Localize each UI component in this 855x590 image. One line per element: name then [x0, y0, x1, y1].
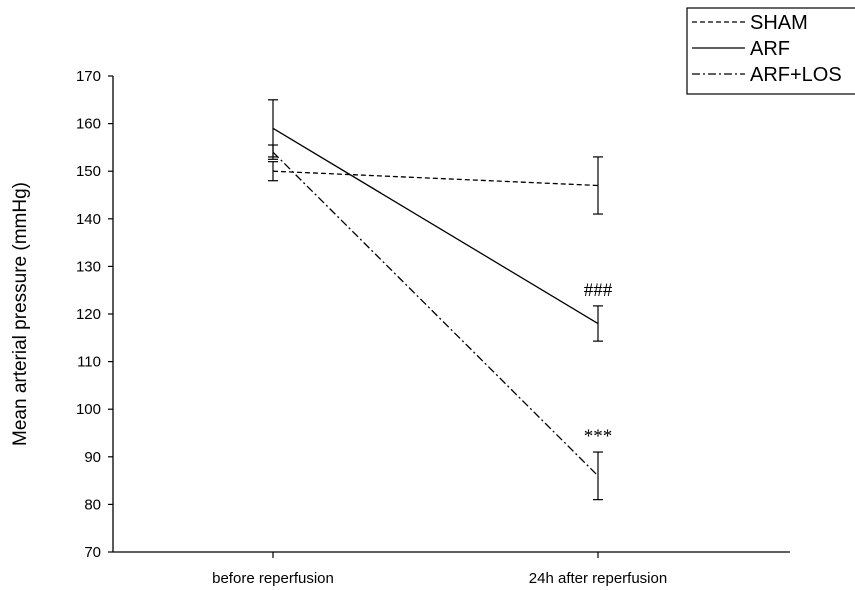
series-line-arf-los	[272, 151, 599, 477]
y-tick-label: 90	[84, 449, 101, 466]
y-tick-label: 150	[76, 163, 101, 180]
legend-label-arf-los: ARF+LOS	[750, 64, 842, 86]
y-tick-label: 120	[76, 306, 101, 323]
series-line-sham	[272, 170, 599, 187]
y-tick-label: 170	[76, 68, 101, 85]
y-tick-label: 110	[77, 354, 101, 371]
significance-annotation: ***	[584, 426, 613, 447]
axes	[112, 76, 790, 553]
series-group	[268, 99, 603, 501]
legend-label-sham: SHAM	[750, 12, 808, 34]
y-axis-label: Mean arterial pressure (mmHg)	[10, 182, 31, 446]
y-tick-label: 80	[84, 496, 101, 513]
y-tick-label: 130	[76, 258, 101, 275]
series-line-arf	[272, 127, 599, 325]
annotations: ### ***	[584, 280, 613, 447]
y-tick-label: 160	[76, 116, 101, 133]
legend: SHAM ARF ARF+LOS	[686, 7, 855, 95]
x-tick-label: 24h after reperfusion	[529, 570, 667, 587]
legend-label-arf: ARF	[750, 38, 790, 60]
y-tick-label: 140	[76, 211, 101, 228]
y-axis-ticks: 70 80 90 100 110 120 130 140 150 160 170	[76, 68, 113, 561]
x-tick-label: before reperfusion	[212, 570, 334, 587]
significance-annotation: ###	[584, 280, 613, 301]
y-tick-label: 70	[84, 544, 101, 561]
x-axis-ticks: before reperfusion 24h after reperfusion	[212, 552, 667, 587]
y-tick-label: 100	[76, 401, 101, 418]
legend-box	[686, 7, 855, 95]
